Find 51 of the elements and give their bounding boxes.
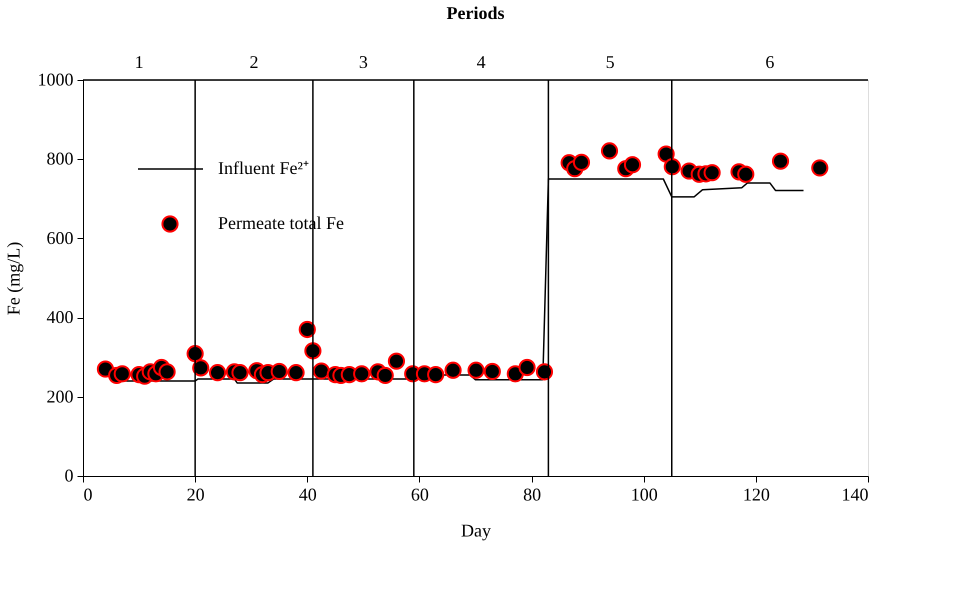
y-tick-label: 800 bbox=[46, 148, 74, 169]
point bbox=[624, 156, 642, 174]
point bbox=[737, 166, 754, 183]
point bbox=[312, 362, 330, 380]
point bbox=[298, 320, 316, 338]
point bbox=[484, 362, 501, 380]
text: 1 bbox=[134, 52, 144, 72]
y-tick-label: 200 bbox=[46, 386, 74, 406]
point bbox=[427, 366, 444, 384]
text: Periods bbox=[446, 3, 504, 23]
x-tick-label: 140 bbox=[842, 484, 868, 504]
legend-label: Influent Fe²⁺ bbox=[218, 158, 309, 178]
point bbox=[192, 359, 210, 376]
point bbox=[231, 364, 249, 382]
point bbox=[287, 364, 305, 382]
y-tick-label: 400 bbox=[46, 307, 74, 328]
point bbox=[664, 158, 681, 176]
x-tick-label: 20 bbox=[186, 484, 205, 504]
x-axis-title: Day bbox=[461, 520, 491, 540]
y-axis-title: Fe (mg/L) bbox=[4, 242, 24, 316]
point bbox=[772, 152, 790, 170]
point bbox=[114, 365, 131, 382]
x-tick-label: 120 bbox=[742, 484, 770, 504]
point bbox=[388, 352, 406, 370]
point bbox=[376, 366, 394, 384]
y-tick-label: 600 bbox=[46, 228, 74, 248]
y-tick-label: 1000 bbox=[38, 70, 74, 90]
x-tick-label: 80 bbox=[523, 484, 542, 504]
point bbox=[518, 358, 536, 376]
point bbox=[208, 364, 226, 382]
point bbox=[270, 362, 288, 380]
text: 4 bbox=[476, 52, 486, 72]
text: 3 bbox=[358, 52, 368, 72]
point bbox=[536, 363, 554, 380]
x-tick-label: 60 bbox=[410, 484, 429, 504]
point bbox=[572, 154, 590, 171]
point bbox=[353, 365, 370, 382]
text: 6 bbox=[765, 52, 774, 72]
point bbox=[467, 362, 485, 379]
point bbox=[304, 342, 322, 360]
text: 5 bbox=[606, 52, 615, 72]
y-tick-label: 0 bbox=[64, 466, 74, 486]
x-tick-label: 40 bbox=[298, 484, 317, 504]
text: 2 bbox=[250, 52, 259, 72]
point bbox=[444, 362, 462, 379]
point bbox=[811, 159, 828, 176]
x-tick-label: 0 bbox=[84, 484, 92, 504]
x-tick-label: 100 bbox=[630, 484, 658, 504]
point bbox=[600, 142, 618, 160]
point bbox=[158, 363, 176, 380]
point bbox=[704, 164, 721, 182]
